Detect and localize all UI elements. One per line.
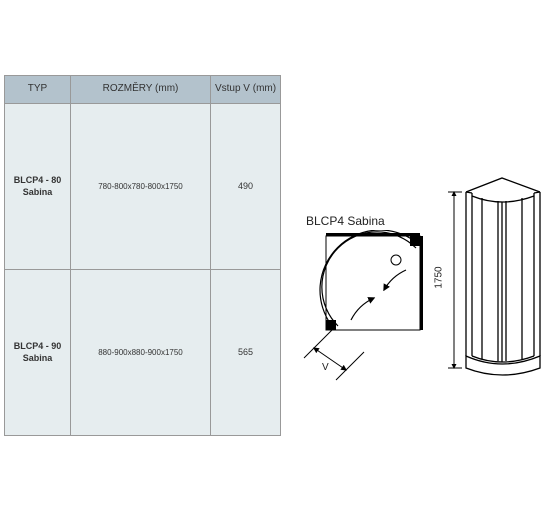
col-header-type: TYP bbox=[5, 76, 71, 104]
v-label: V bbox=[322, 362, 329, 373]
specification-table: TYP ROZMĚRY (mm) Vstup V (mm) BLCP4 - 80… bbox=[4, 75, 281, 436]
topview-title: BLCP4 Sabina bbox=[306, 214, 385, 228]
col-header-entry-text: Vstup V (mm) bbox=[213, 83, 278, 96]
col-header-dims: ROZMĚRY (mm) bbox=[71, 76, 211, 104]
col-header-entry: Vstup V (mm) bbox=[211, 76, 281, 104]
col-header-type-text: TYP bbox=[7, 83, 68, 96]
table-row: BLCP4 - 90 Sabina 880-900x880-900x1750 5… bbox=[5, 270, 281, 436]
type-l2: Sabina bbox=[7, 353, 68, 364]
dims-text: 880-900x880-900x1750 bbox=[73, 348, 208, 358]
cell-type: BLCP4 - 90 Sabina bbox=[5, 270, 71, 436]
cell-entry: 490 bbox=[211, 104, 281, 270]
cell-dims: 880-900x880-900x1750 bbox=[71, 270, 211, 436]
type-l1: BLCP4 - 90 bbox=[7, 341, 68, 352]
type-l2: Sabina bbox=[7, 187, 68, 198]
frontview-diagram bbox=[432, 170, 554, 380]
cell-dims: 780-800x780-800x1750 bbox=[71, 104, 211, 270]
topview-diagram: V bbox=[296, 230, 432, 385]
col-header-dims-text: ROZMĚRY (mm) bbox=[73, 83, 208, 96]
height-dimension-label: 1750 bbox=[434, 266, 445, 288]
dims-text: 780-800x780-800x1750 bbox=[73, 182, 208, 192]
entry-text: 490 bbox=[213, 181, 278, 192]
type-l1: BLCP4 - 80 bbox=[7, 175, 68, 186]
entry-text: 565 bbox=[213, 347, 278, 358]
table-row: BLCP4 - 80 Sabina 780-800x780-800x1750 4… bbox=[5, 104, 281, 270]
cell-type: BLCP4 - 80 Sabina bbox=[5, 104, 71, 270]
cell-entry: 565 bbox=[211, 270, 281, 436]
